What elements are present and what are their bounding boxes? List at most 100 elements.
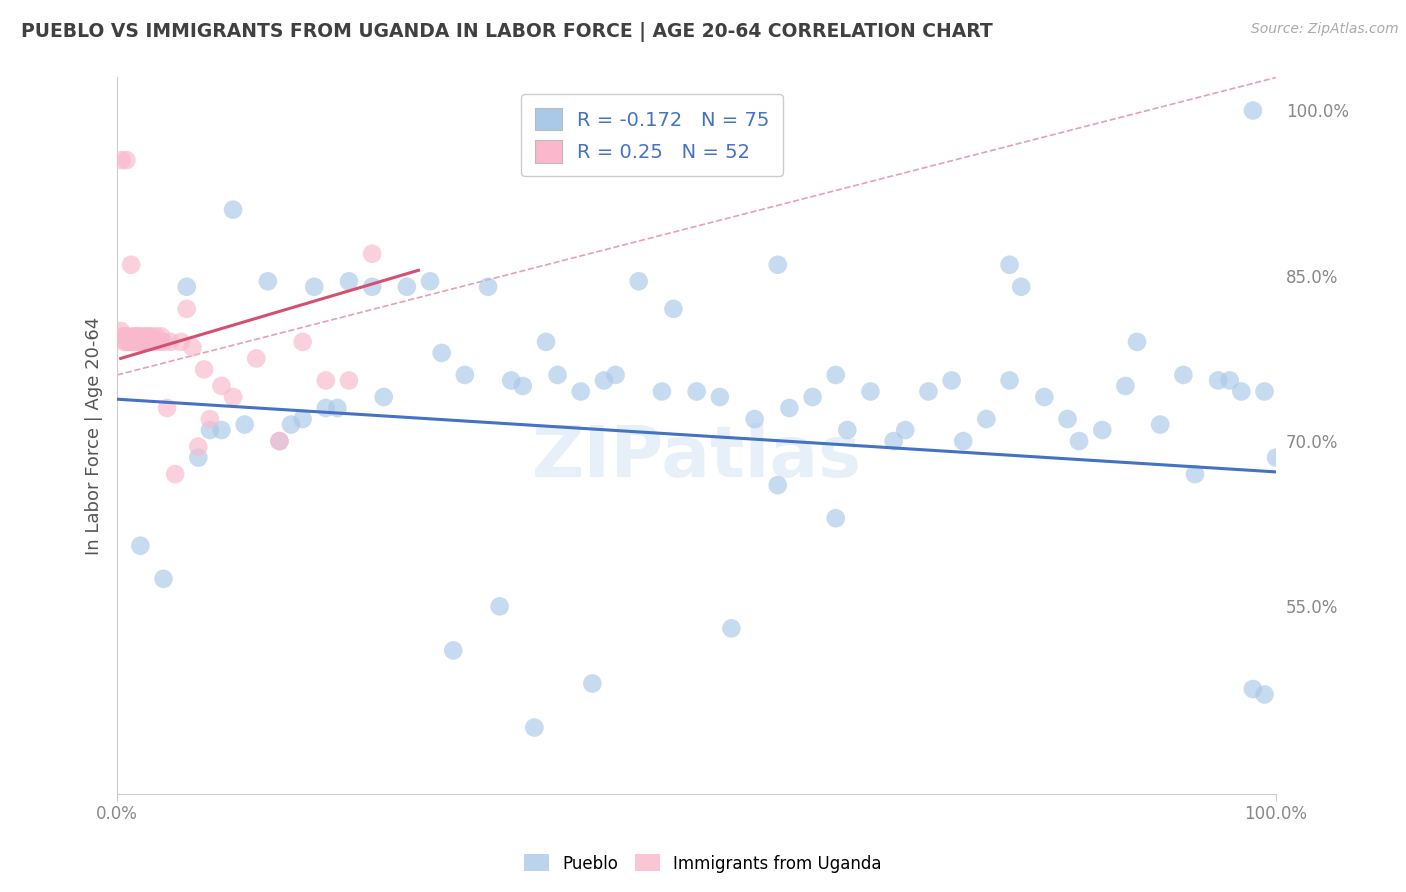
Point — [720, 621, 742, 635]
Point — [837, 423, 859, 437]
Point — [132, 329, 155, 343]
Point — [1241, 681, 1264, 696]
Point — [361, 280, 384, 294]
Point — [176, 280, 198, 294]
Point — [1230, 384, 1253, 399]
Point — [1091, 423, 1114, 437]
Point — [952, 434, 974, 448]
Point — [131, 334, 153, 349]
Text: ZIPatlas: ZIPatlas — [531, 423, 862, 491]
Point — [170, 334, 193, 349]
Point — [269, 434, 291, 448]
Point — [569, 384, 592, 399]
Point — [131, 334, 153, 349]
Point — [211, 423, 233, 437]
Point — [1241, 103, 1264, 118]
Point — [181, 340, 204, 354]
Point — [1265, 450, 1288, 465]
Point — [1219, 374, 1241, 388]
Point — [198, 412, 221, 426]
Point — [117, 329, 139, 343]
Point — [176, 301, 198, 316]
Point — [165, 467, 187, 482]
Point — [1114, 379, 1136, 393]
Point — [136, 334, 159, 349]
Point — [627, 274, 650, 288]
Point — [145, 329, 167, 343]
Point — [534, 334, 557, 349]
Point — [419, 274, 441, 288]
Point — [139, 334, 162, 349]
Point — [114, 329, 136, 343]
Point — [198, 423, 221, 437]
Point — [138, 329, 160, 343]
Point — [1173, 368, 1195, 382]
Point — [1126, 334, 1149, 349]
Point — [118, 334, 141, 349]
Text: PUEBLO VS IMMIGRANTS FROM UGANDA IN LABOR FORCE | AGE 20-64 CORRELATION CHART: PUEBLO VS IMMIGRANTS FROM UGANDA IN LABO… — [21, 22, 993, 42]
Point — [187, 440, 209, 454]
Point — [1253, 688, 1275, 702]
Point — [112, 334, 135, 349]
Point — [883, 434, 905, 448]
Point — [111, 153, 134, 167]
Point — [1253, 384, 1275, 399]
Point — [159, 334, 181, 349]
Point — [302, 280, 325, 294]
Point — [143, 334, 166, 349]
Point — [134, 334, 156, 349]
Point — [766, 258, 789, 272]
Point — [152, 334, 174, 349]
Text: Source: ZipAtlas.com: Source: ZipAtlas.com — [1251, 22, 1399, 37]
Point — [1010, 280, 1032, 294]
Point — [441, 643, 464, 657]
Point — [454, 368, 477, 382]
Point — [512, 379, 534, 393]
Point — [373, 390, 395, 404]
Point — [129, 329, 152, 343]
Legend: Pueblo, Immigrants from Uganda: Pueblo, Immigrants from Uganda — [517, 847, 889, 880]
Point — [135, 329, 157, 343]
Point — [1067, 434, 1090, 448]
Y-axis label: In Labor Force | Age 20-64: In Labor Force | Age 20-64 — [86, 317, 103, 555]
Point — [315, 374, 337, 388]
Point — [129, 539, 152, 553]
Point — [118, 334, 141, 349]
Point — [128, 334, 150, 349]
Point — [709, 390, 731, 404]
Point — [547, 368, 569, 382]
Point — [115, 334, 138, 349]
Point — [110, 324, 132, 338]
Point — [859, 384, 882, 399]
Point — [121, 329, 143, 343]
Point — [125, 329, 148, 343]
Point — [138, 334, 160, 349]
Point — [1056, 412, 1078, 426]
Point — [1206, 374, 1229, 388]
Point — [651, 384, 673, 399]
Point — [269, 434, 291, 448]
Point — [115, 153, 138, 167]
Point — [1033, 390, 1056, 404]
Point — [120, 334, 142, 349]
Point — [257, 274, 280, 288]
Point — [593, 374, 616, 388]
Point — [430, 346, 453, 360]
Point — [766, 478, 789, 492]
Point — [941, 374, 963, 388]
Point — [222, 202, 245, 217]
Point — [127, 329, 149, 343]
Point — [1149, 417, 1171, 432]
Point — [488, 599, 510, 614]
Point — [222, 390, 245, 404]
Point — [152, 572, 174, 586]
Point — [124, 329, 146, 343]
Point — [801, 390, 824, 404]
Point — [501, 374, 523, 388]
Point — [395, 280, 418, 294]
Point — [523, 721, 546, 735]
Point — [778, 401, 800, 415]
Point — [605, 368, 627, 382]
Point — [125, 334, 148, 349]
Point — [111, 329, 134, 343]
